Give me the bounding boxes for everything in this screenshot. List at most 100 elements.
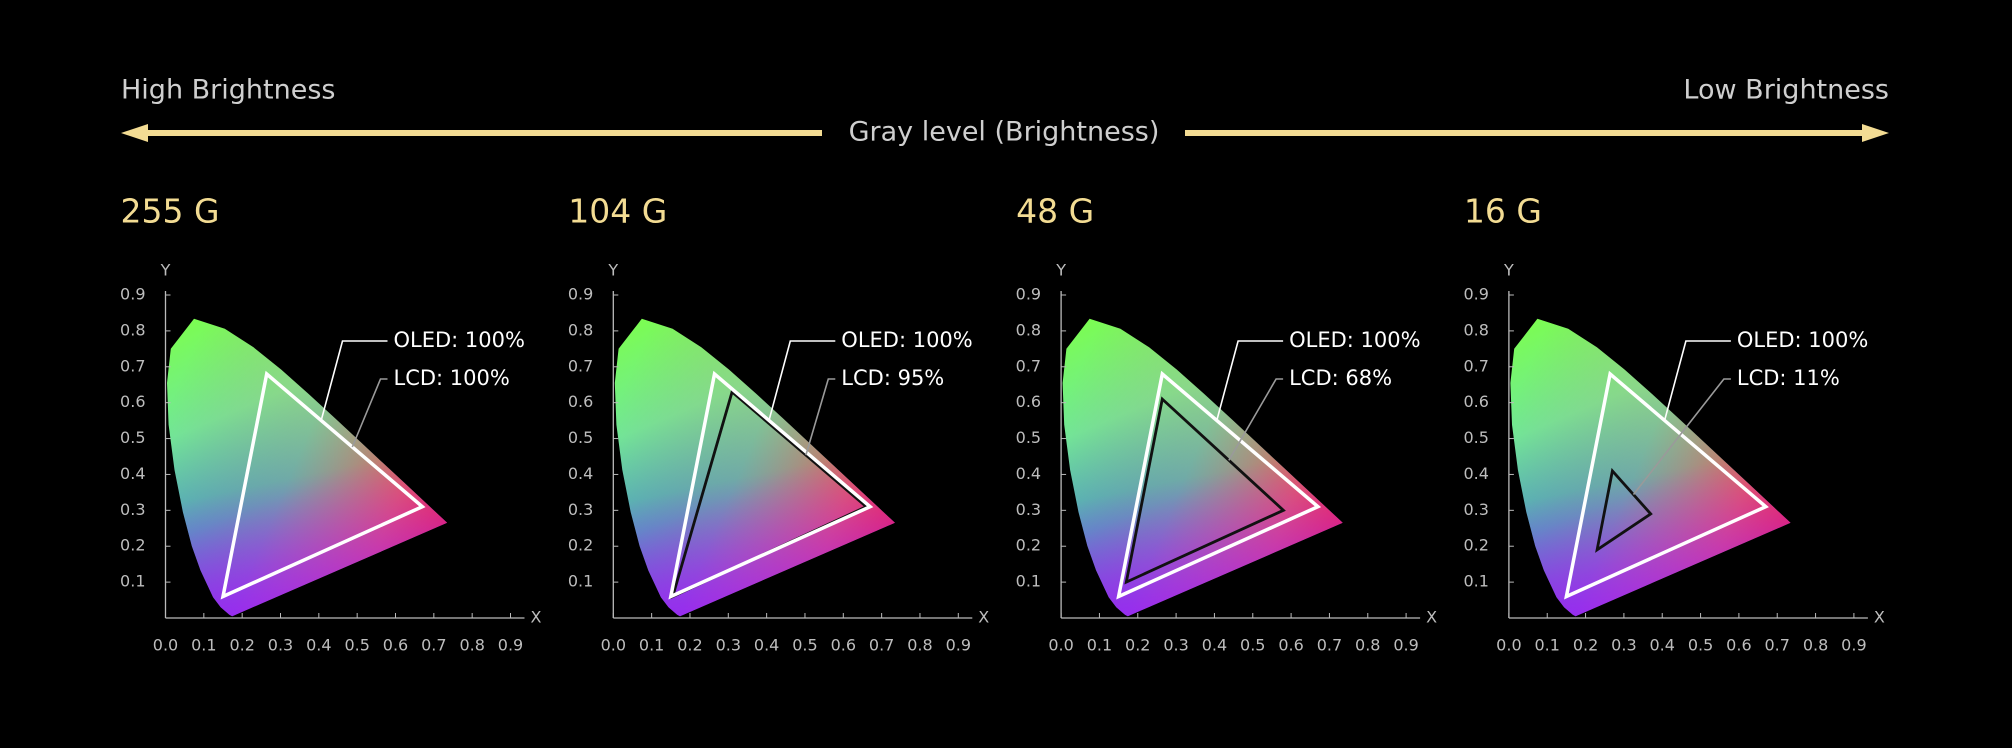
y-tick-label: 0.5 (1016, 428, 1041, 447)
x-tick-label: 0.4 (1202, 636, 1227, 655)
leader-line (1632, 378, 1731, 495)
y-tick-label: 0.6 (1463, 392, 1488, 411)
y-tick-label: 0.7 (568, 356, 593, 375)
y-axis-label: Y (1503, 261, 1514, 280)
y-tick-label: 0.1 (120, 572, 145, 591)
x-tick-label: 0.0 (1496, 636, 1521, 655)
y-tick-label: 0.5 (1463, 428, 1488, 447)
x-tick-label: 0.8 (907, 636, 932, 655)
y-tick-label: 0.8 (120, 320, 145, 339)
chart-title: 255 G (121, 192, 220, 231)
y-tick-label: 0.2 (1016, 536, 1041, 555)
y-tick-label: 0.4 (120, 464, 145, 483)
x-tick-label: 0.6 (1726, 636, 1751, 655)
x-tick-label: 0.0 (601, 636, 626, 655)
y-tick-label: 0.6 (1016, 392, 1041, 411)
x-tick-label: 0.1 (639, 636, 664, 655)
y-axis-label: Y (607, 261, 618, 280)
leader-line (1663, 340, 1731, 421)
gamut-triangle (220, 370, 426, 600)
y-tick-label: 0.9 (1016, 285, 1041, 304)
annotation: OLED: 100% (1737, 328, 1868, 352)
y-axis-label: Y (160, 261, 171, 280)
chart-title: 16 G (1464, 192, 1542, 231)
y-tick-label: 0.8 (1463, 320, 1488, 339)
x-tick-label: 0.3 (1163, 636, 1188, 655)
x-tick-label: 0.8 (459, 636, 484, 655)
leader-line (1228, 378, 1284, 461)
x-axis-label: X (1874, 608, 1885, 627)
gamut-triangle (668, 370, 874, 600)
x-tick-label: 0.6 (1278, 636, 1303, 655)
x-tick-label: 0.5 (344, 636, 369, 655)
leader-line (1216, 340, 1284, 421)
gamut-chart: 255 G X Y 0.0 0.1 0.2 0.3 0.4 0.5 0.6 0.7 0.8 0.9 0.1… (120, 192, 541, 655)
y-tick-label: 0.4 (1463, 464, 1488, 483)
x-tick-label: 0.7 (1765, 636, 1790, 655)
arrow-head (121, 124, 148, 142)
arrow-head (1862, 124, 1889, 142)
y-tick-label: 0.8 (568, 320, 593, 339)
x-tick-label: 0.6 (383, 636, 408, 655)
x-tick-label: 0.5 (1688, 636, 1713, 655)
leader-line (351, 378, 388, 448)
y-tick-label: 0.3 (1016, 500, 1041, 519)
y-tick-label: 0.5 (120, 428, 145, 447)
y-tick-label: 0.2 (568, 536, 593, 555)
annotation: LCD: 95% (841, 366, 944, 390)
x-tick-label: 0.1 (1535, 636, 1560, 655)
annotation: LCD: 11% (1737, 366, 1840, 390)
gamut-triangle (1564, 370, 1769, 600)
y-tick-label: 0.1 (568, 572, 593, 591)
spectral-locus-purple (167, 318, 448, 617)
chart-title: 104 G (568, 192, 667, 231)
y-tick-label: 0.2 (120, 536, 145, 555)
x-tick-label: 0.5 (792, 636, 817, 655)
x-tick-label: 0.7 (1317, 636, 1342, 655)
y-tick-label: 0.7 (120, 356, 145, 375)
x-tick-label: 0.2 (1125, 636, 1150, 655)
x-axis-label: X (978, 608, 989, 627)
x-tick-label: 0.9 (1841, 636, 1866, 655)
x-tick-label: 0.9 (498, 636, 523, 655)
x-tick-label: 0.0 (153, 636, 178, 655)
leader-line (805, 378, 836, 456)
y-tick-label: 0.3 (120, 500, 145, 519)
y-tick-label: 0.3 (1463, 500, 1488, 519)
x-tick-label: 0.2 (1573, 636, 1598, 655)
x-tick-label: 0.1 (191, 636, 216, 655)
x-tick-label: 0.3 (716, 636, 741, 655)
spectral-locus-purple (1510, 318, 1791, 617)
gamut-triangle (1124, 396, 1286, 585)
y-tick-label: 0.2 (1463, 536, 1488, 555)
y-axis-label: Y (1055, 261, 1066, 280)
leader-line (768, 340, 836, 421)
x-axis-label: X (531, 608, 542, 627)
x-axis-label: X (1426, 608, 1437, 627)
y-tick-label: 0.8 (1016, 320, 1041, 339)
x-tick-label: 0.0 (1048, 636, 1073, 655)
leader-line (320, 340, 388, 421)
y-tick-label: 0.9 (568, 285, 593, 304)
x-tick-label: 0.4 (754, 636, 779, 655)
y-tick-label: 0.6 (120, 392, 145, 411)
x-tick-label: 0.8 (1803, 636, 1828, 655)
gamut-chart: 104 G X Y 0.0 0.1 0.2 0.3 0.4 0.5 0.6 0.7 0.8 0.9 0.1… (568, 192, 989, 655)
x-tick-label: 0.1 (1087, 636, 1112, 655)
annotation: OLED: 100% (841, 328, 972, 352)
y-tick-label: 0.7 (1463, 356, 1488, 375)
x-tick-label: 0.2 (677, 636, 702, 655)
y-tick-label: 0.4 (1016, 464, 1041, 483)
y-tick-label: 0.3 (568, 500, 593, 519)
x-tick-label: 0.7 (421, 636, 446, 655)
annotation: LCD: 68% (1289, 366, 1392, 390)
gamut-chart: 16 G X Y 0.0 0.1 0.2 0.3 0.4 0.5 0.6 0.7 0.8 0.9 0.1 0… (1463, 192, 1884, 655)
x-tick-label: 0.2 (229, 636, 254, 655)
x-tick-label: 0.8 (1355, 636, 1380, 655)
gamut-chart: 48 G X Y 0.0 0.1 0.2 0.3 0.4 0.5 0.6 0.7 0.8 0.9 0.1 0… (1016, 192, 1437, 655)
y-tick-label: 0.1 (1463, 572, 1488, 591)
x-tick-label: 0.9 (1393, 636, 1418, 655)
y-tick-label: 0.5 (568, 428, 593, 447)
x-tick-label: 0.3 (268, 636, 293, 655)
